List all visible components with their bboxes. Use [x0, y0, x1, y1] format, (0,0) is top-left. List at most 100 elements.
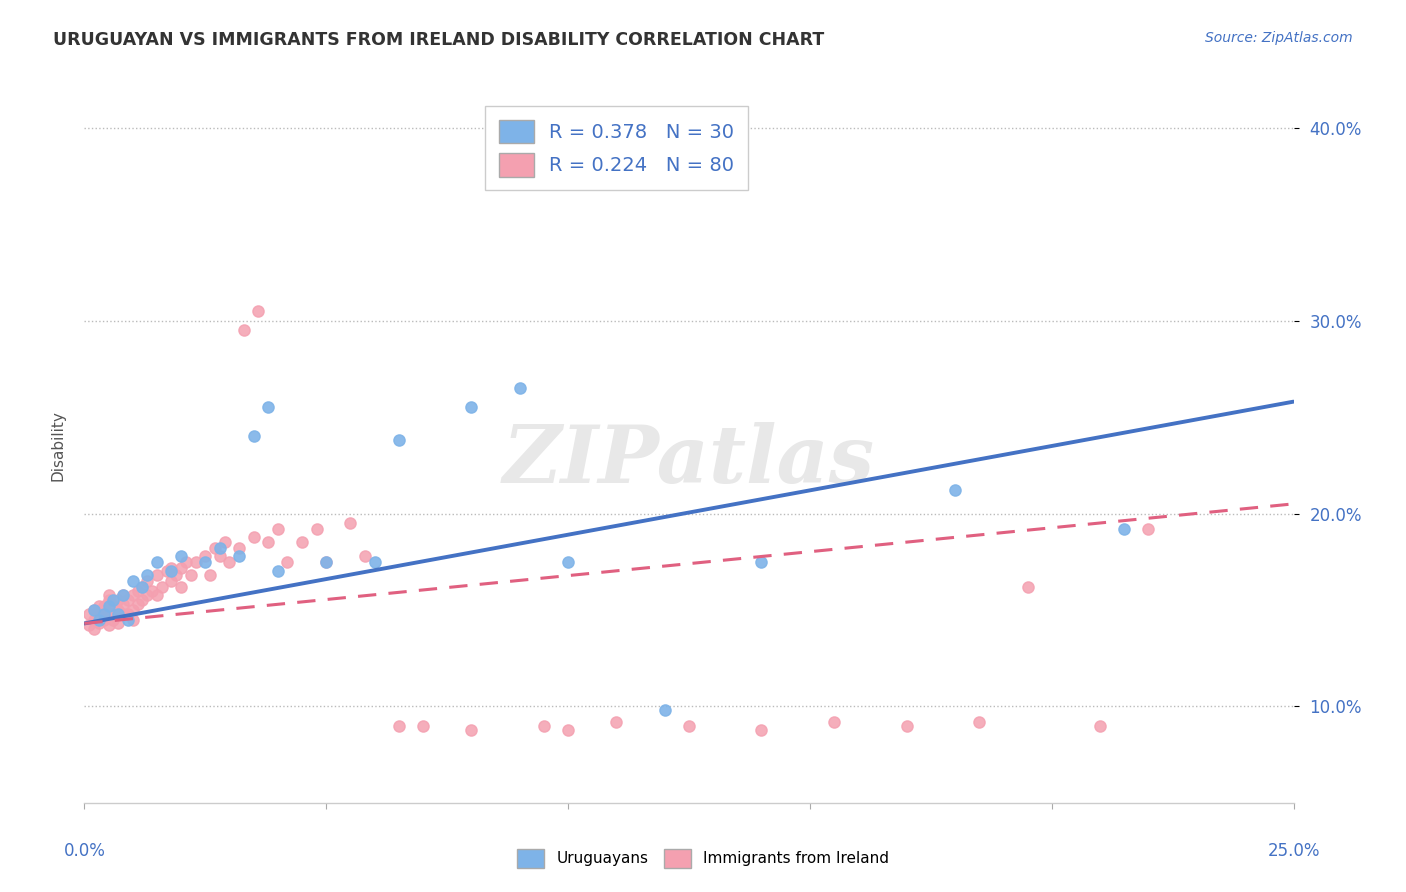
- Point: [654, 703, 676, 717]
- Point: [136, 568, 159, 582]
- Point: [103, 613, 125, 627]
- Point: [112, 587, 135, 601]
- Point: [146, 568, 169, 582]
- Point: [208, 541, 231, 556]
- Point: [242, 429, 264, 443]
- Point: [97, 607, 120, 621]
- Point: [107, 603, 129, 617]
- Point: [247, 304, 270, 318]
- Point: [943, 483, 966, 498]
- Text: 0.0%: 0.0%: [63, 842, 105, 860]
- Point: [194, 555, 217, 569]
- Point: [1017, 580, 1039, 594]
- Point: [967, 714, 990, 729]
- Point: [678, 719, 700, 733]
- Legend: R = 0.378   N = 30, R = 0.224   N = 80: R = 0.378 N = 30, R = 0.224 N = 80: [485, 106, 748, 191]
- Point: [305, 522, 328, 536]
- Point: [198, 568, 221, 582]
- Point: [77, 618, 100, 632]
- Y-axis label: Disability: Disability: [51, 410, 66, 482]
- Point: [93, 603, 115, 617]
- Point: [83, 603, 105, 617]
- Point: [87, 607, 110, 621]
- Point: [180, 568, 202, 582]
- Point: [1114, 522, 1136, 536]
- Point: [87, 599, 110, 613]
- Point: [131, 580, 153, 594]
- Point: [160, 565, 183, 579]
- Point: [131, 593, 153, 607]
- Point: [112, 587, 135, 601]
- Point: [127, 583, 149, 598]
- Point: [112, 597, 135, 611]
- Point: [509, 381, 531, 395]
- Point: [97, 618, 120, 632]
- Legend: Uruguayans, Immigrants from Ireland: Uruguayans, Immigrants from Ireland: [510, 843, 896, 873]
- Point: [257, 535, 280, 549]
- Point: [160, 560, 183, 574]
- Point: [117, 607, 139, 621]
- Point: [117, 613, 139, 627]
- Point: [184, 555, 207, 569]
- Point: [103, 593, 125, 607]
- Point: [121, 574, 143, 588]
- Point: [121, 603, 143, 617]
- Point: [83, 622, 105, 636]
- Point: [170, 549, 193, 563]
- Text: 25.0%: 25.0%: [1267, 842, 1320, 860]
- Point: [315, 555, 337, 569]
- Point: [823, 714, 845, 729]
- Point: [228, 549, 250, 563]
- Point: [83, 603, 105, 617]
- Point: [103, 599, 125, 613]
- Point: [388, 434, 411, 448]
- Point: [460, 401, 482, 415]
- Point: [170, 560, 193, 574]
- Point: [136, 574, 159, 588]
- Point: [896, 719, 918, 733]
- Point: [291, 535, 314, 549]
- Point: [83, 613, 105, 627]
- Point: [136, 587, 159, 601]
- Point: [267, 522, 290, 536]
- Point: [267, 565, 290, 579]
- Point: [605, 714, 627, 729]
- Point: [146, 555, 169, 569]
- Point: [93, 599, 115, 613]
- Point: [107, 607, 129, 621]
- Point: [121, 613, 143, 627]
- Point: [388, 719, 411, 733]
- Point: [97, 599, 120, 613]
- Point: [194, 549, 217, 563]
- Point: [228, 541, 250, 556]
- Point: [204, 541, 226, 556]
- Point: [460, 723, 482, 737]
- Point: [127, 597, 149, 611]
- Point: [165, 568, 187, 582]
- Point: [214, 535, 236, 549]
- Point: [146, 587, 169, 601]
- Point: [77, 607, 100, 621]
- Point: [533, 719, 555, 733]
- Point: [1137, 522, 1160, 536]
- Point: [107, 616, 129, 631]
- Point: [93, 607, 115, 621]
- Point: [150, 580, 173, 594]
- Point: [160, 574, 183, 588]
- Point: [315, 555, 337, 569]
- Point: [97, 593, 120, 607]
- Point: [103, 607, 125, 621]
- Point: [363, 555, 385, 569]
- Point: [97, 587, 120, 601]
- Point: [257, 401, 280, 415]
- Point: [141, 583, 163, 598]
- Point: [218, 555, 240, 569]
- Point: [112, 607, 135, 621]
- Text: Source: ZipAtlas.com: Source: ZipAtlas.com: [1205, 31, 1353, 45]
- Point: [242, 530, 264, 544]
- Point: [131, 580, 153, 594]
- Point: [233, 323, 256, 337]
- Point: [557, 723, 579, 737]
- Point: [751, 555, 773, 569]
- Point: [557, 555, 579, 569]
